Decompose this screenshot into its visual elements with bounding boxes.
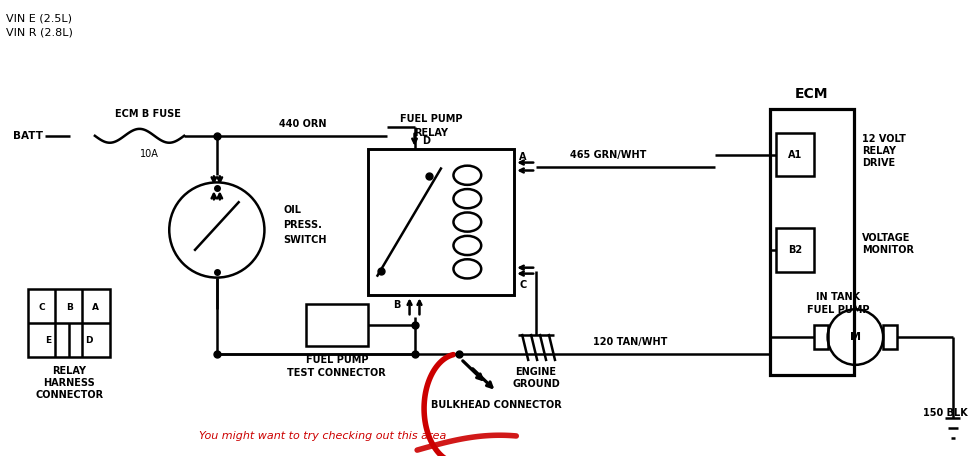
Text: VIN R (2.8L): VIN R (2.8L) bbox=[6, 28, 72, 38]
Text: BATT: BATT bbox=[14, 131, 43, 141]
Text: 120 TAN/WHT: 120 TAN/WHT bbox=[593, 337, 668, 347]
Text: C: C bbox=[38, 303, 45, 312]
Text: SWITCH: SWITCH bbox=[283, 235, 327, 245]
Text: DRIVE: DRIVE bbox=[863, 158, 895, 168]
Bar bbox=[368, 149, 514, 295]
Text: D: D bbox=[85, 336, 93, 344]
Text: You might want to try checking out this area: You might want to try checking out this … bbox=[199, 431, 446, 441]
Text: M: M bbox=[850, 332, 861, 342]
Text: TEST CONNECTOR: TEST CONNECTOR bbox=[288, 368, 386, 378]
Text: A: A bbox=[519, 152, 527, 162]
Bar bbox=[883, 325, 897, 349]
Bar bbox=[28, 289, 109, 357]
Text: B: B bbox=[65, 303, 72, 312]
Text: ECM: ECM bbox=[795, 87, 829, 101]
Bar bbox=[776, 228, 814, 272]
Text: B: B bbox=[393, 300, 400, 311]
Bar bbox=[770, 109, 854, 375]
Text: BULKHEAD CONNECTOR: BULKHEAD CONNECTOR bbox=[431, 400, 562, 410]
Text: RELAY: RELAY bbox=[414, 128, 448, 138]
Text: FUEL PUMP: FUEL PUMP bbox=[305, 355, 368, 365]
Text: ENGINE: ENGINE bbox=[515, 367, 556, 377]
Text: 150 BLK: 150 BLK bbox=[922, 409, 967, 419]
Text: VIN E (2.5L): VIN E (2.5L) bbox=[6, 14, 71, 24]
Bar bbox=[814, 325, 828, 349]
Text: HARNESS: HARNESS bbox=[43, 378, 95, 387]
Text: CONNECTOR: CONNECTOR bbox=[35, 390, 103, 399]
Text: E: E bbox=[45, 336, 52, 344]
Text: 10A: 10A bbox=[140, 149, 159, 158]
Text: VOLTAGE: VOLTAGE bbox=[863, 233, 911, 243]
Text: B2: B2 bbox=[788, 245, 802, 255]
Text: 12 VOLT: 12 VOLT bbox=[863, 134, 906, 144]
Text: D: D bbox=[423, 136, 430, 146]
Text: A: A bbox=[93, 303, 100, 312]
Bar bbox=[306, 305, 368, 346]
Text: PRESS.: PRESS. bbox=[283, 220, 322, 230]
Text: A1: A1 bbox=[788, 150, 802, 160]
Text: RELAY: RELAY bbox=[52, 366, 86, 376]
Text: FUEL PUMP: FUEL PUMP bbox=[400, 114, 463, 124]
Text: RELAY: RELAY bbox=[863, 146, 896, 156]
Text: IN TANK: IN TANK bbox=[817, 292, 861, 302]
Text: MONITOR: MONITOR bbox=[863, 245, 915, 255]
Text: OIL: OIL bbox=[283, 205, 302, 215]
Text: ECM B FUSE: ECM B FUSE bbox=[114, 109, 181, 119]
Text: 440 ORN: 440 ORN bbox=[279, 119, 327, 129]
Text: FUEL PUMP: FUEL PUMP bbox=[807, 305, 870, 315]
Text: C: C bbox=[519, 279, 526, 289]
Bar bbox=[776, 133, 814, 176]
Text: GROUND: GROUND bbox=[512, 379, 560, 389]
Text: 465 GRN/WHT: 465 GRN/WHT bbox=[570, 150, 647, 160]
